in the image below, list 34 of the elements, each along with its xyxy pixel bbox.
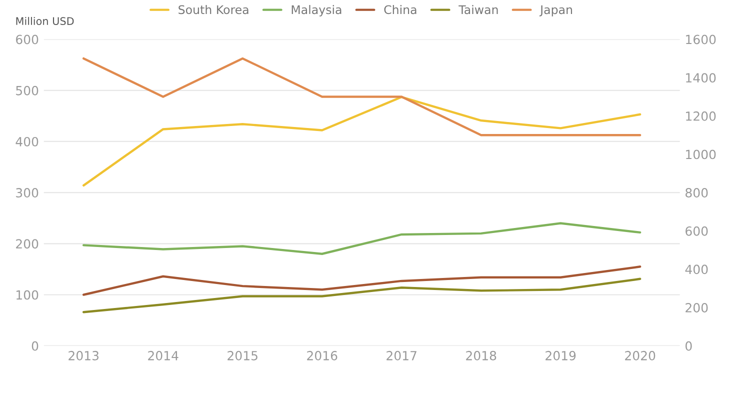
y-tick-label: 600 (16, 34, 38, 44)
x-tick-label: 2018 (466, 350, 496, 360)
y-tick-label: 500 (16, 86, 38, 96)
y-tick-label: 300 (16, 188, 38, 198)
y2-tick-label: 800 (686, 188, 708, 198)
y2-tick-label: 1400 (686, 73, 716, 83)
line-series (82, 222, 642, 255)
x-tick-label: 2019 (546, 350, 576, 360)
y2-tick-label: 1600 (686, 34, 716, 44)
line-series (82, 96, 642, 187)
x-tick-label: 2016 (307, 350, 338, 360)
y-axis-title: Million USD (16, 16, 74, 26)
y2-tick-label: 0 (686, 341, 692, 351)
legend-label: South Korea (178, 4, 248, 14)
x-tick-label: 2015 (228, 350, 258, 360)
y-tick-label: 200 (16, 239, 38, 249)
y-tick-label: 100 (16, 290, 38, 300)
legend-label: China (384, 4, 416, 14)
y2-tick-label: 1000 (686, 150, 716, 160)
legend-label: Japan (539, 5, 572, 16)
line-series (82, 278, 642, 314)
x-tick-label: 2020 (625, 350, 656, 360)
x-tick-label: 2017 (386, 350, 416, 360)
x-tick-label: 2013 (68, 350, 99, 360)
line-series (82, 266, 642, 296)
y2-tick-label: 400 (685, 264, 708, 274)
legend-label: Malaysia (292, 4, 342, 16)
y2-tick-label: 600 (686, 226, 708, 236)
y-tick-label: 0 (32, 341, 38, 351)
y2-tick-label: 1200 (686, 111, 716, 121)
legend-label: Taiwan (458, 4, 498, 14)
y-tick-label: 400 (16, 136, 38, 146)
x-tick-label: 2014 (148, 350, 178, 360)
y2-tick-label: 200 (686, 302, 708, 312)
